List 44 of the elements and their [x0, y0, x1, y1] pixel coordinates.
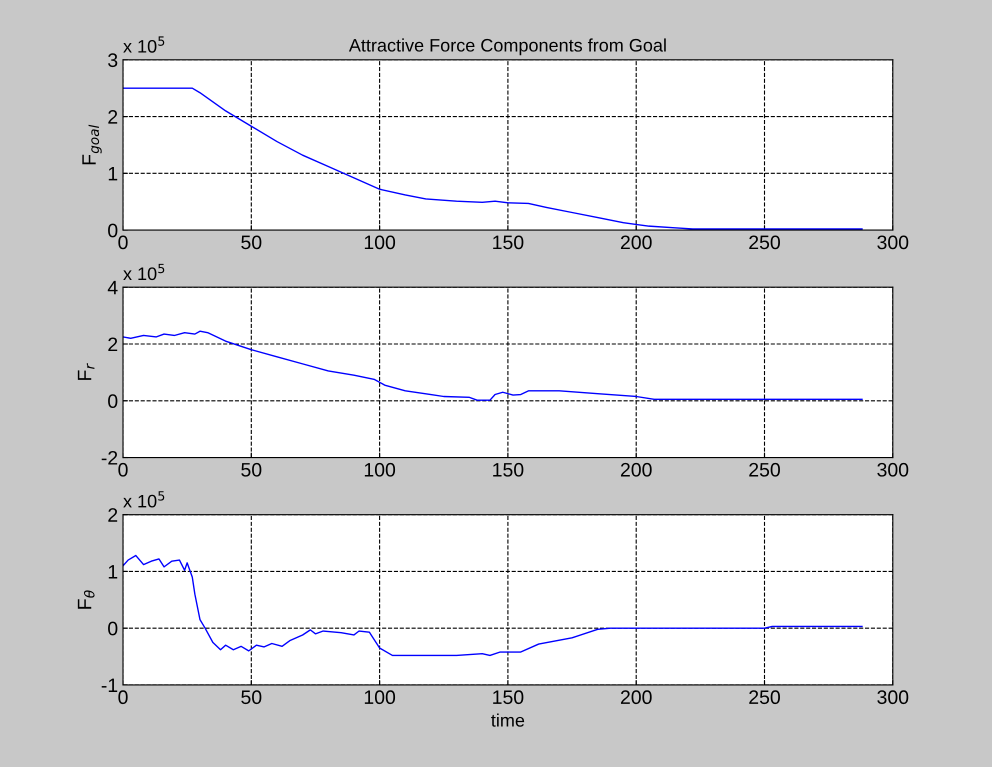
x-tick-label: 150 — [493, 462, 524, 477]
x-tick-label: 100 — [364, 690, 396, 704]
y-tick-label: 4 — [108, 280, 118, 294]
y-axis-title: F$_{θ}$ — [78, 590, 95, 609]
x-tick-label: 200 — [620, 462, 652, 477]
y-tick-label: 2 — [108, 337, 118, 352]
line-series — [123, 554, 863, 656]
y-tick-label: 0 — [108, 622, 118, 636]
x-tick-label: 200 — [620, 690, 652, 704]
y-tick-label: -2 — [102, 450, 118, 465]
x-tick-label: 0 — [118, 235, 128, 250]
x-tick-label: 300 — [877, 462, 908, 477]
x-tick-label: 300 — [877, 235, 908, 250]
y-tick-label: 2 — [108, 110, 118, 124]
line-series — [123, 330, 863, 401]
x-tick-label: 50 — [241, 462, 262, 477]
x-tick-label: 250 — [749, 235, 780, 250]
y-tick-label: 1 — [108, 167, 118, 180]
x-tick-label: 150 — [493, 690, 524, 704]
chart-title: Attractive Force Components from Goal — [348, 38, 666, 56]
text: x 10$^{5}$ — [123, 36, 164, 53]
y-tick-label: 0 — [108, 394, 118, 408]
x-tick-label: 50 — [241, 235, 262, 250]
line-series — [123, 88, 863, 230]
x-tick-label: 0 — [118, 462, 128, 477]
y-tick-label: -1 — [102, 678, 118, 692]
x-tick-label: 300 — [877, 690, 908, 704]
y-tick-label: 1 — [108, 565, 118, 578]
x-tick-label: 100 — [364, 462, 396, 477]
y-tick-label: 0 — [108, 224, 118, 238]
x-tick-label: 250 — [749, 462, 780, 477]
x-tick-label: 0 — [118, 690, 128, 704]
y-tick-label: 3 — [108, 53, 118, 68]
x-tick-label: 250 — [749, 690, 780, 704]
x-axis-title: time — [491, 713, 524, 727]
y-axis-title: F$_{goal}$ — [82, 124, 102, 164]
x-tick-label: 50 — [241, 690, 262, 704]
y-axis-title: F$_{r}$ — [78, 363, 94, 380]
text: x 10$^{5}$ — [123, 491, 164, 508]
x-tick-label: 150 — [493, 235, 524, 250]
text: x 10$^{5}$ — [123, 264, 164, 280]
y-tick-label: 2 — [108, 508, 118, 522]
x-tick-label: 100 — [364, 235, 396, 250]
x-tick-label: 200 — [620, 235, 652, 250]
